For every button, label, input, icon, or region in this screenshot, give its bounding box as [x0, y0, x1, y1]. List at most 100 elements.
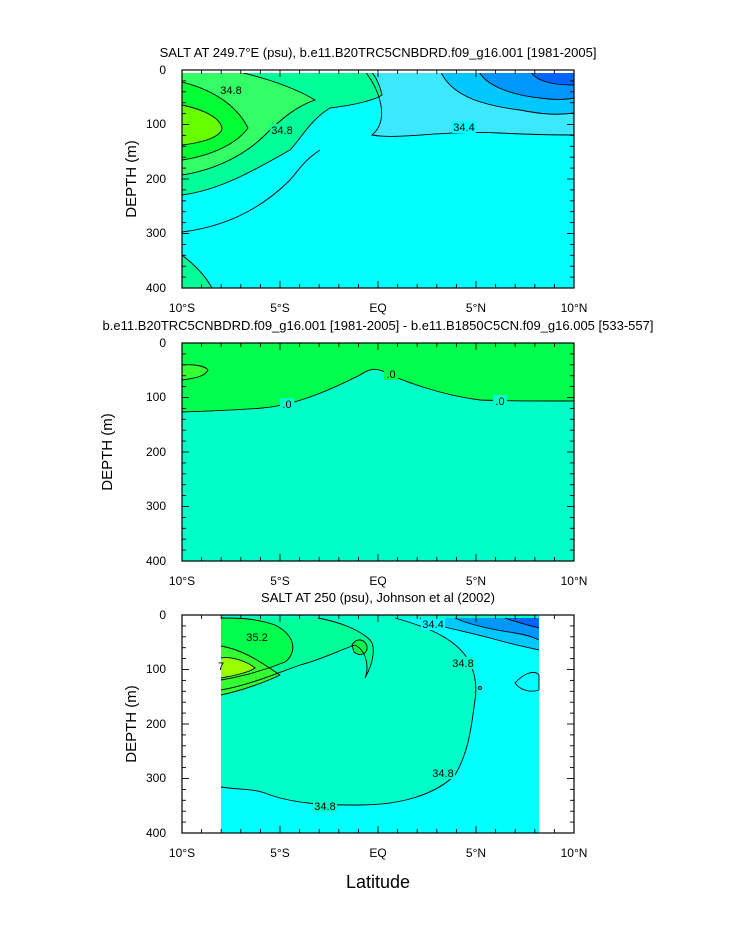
- panel-2: b.e11.B20TRC5CNBDRD.f09_g16.001 [1981-20…: [99, 318, 653, 588]
- panel-1-line-c: [182, 81, 249, 161]
- panel-3-contour-labels: 35.2 34.4 34.8 34.8 34.8 7: [218, 618, 475, 813]
- panel-1-ytick-0: 0: [159, 63, 166, 77]
- panel-1-tickmarks: [181, 69, 575, 289]
- panel-1-ylabel: DEPTH (m): [123, 140, 140, 218]
- panel-2-contours: .0 .0 .0: [182, 343, 574, 561]
- panel-1-clabel-3: 34.4: [453, 122, 474, 134]
- panel-3-y-ticks: 0 100 200 300 400: [146, 608, 166, 840]
- panel-1-line-b: [182, 70, 317, 176]
- panel-2-fill-peak: [182, 364, 208, 380]
- panel-1-fill-s-core: [182, 105, 222, 145]
- panel-3-fill-deep-fresh: [221, 700, 539, 833]
- panel-2-contour-lines: [182, 364, 574, 413]
- panel-3-line-d: [220, 657, 256, 679]
- panel-1-line-d: [182, 104, 223, 146]
- panel-3-tickmarks: [181, 614, 575, 834]
- panel-3-contours: 35.2 34.4 34.8 34.8 34.8 7: [218, 615, 540, 833]
- panel-1-ytick-2: 200: [146, 172, 166, 186]
- panel-2-line-zero: [182, 368, 574, 413]
- panel-2-ylabel: DEPTH (m): [99, 413, 116, 491]
- panel-3-xtick-4: 10°N: [561, 846, 588, 860]
- panel-1-line-j: [182, 149, 321, 233]
- panel-2-xtick-0: 10°S: [169, 574, 195, 588]
- panel-1-contours: 34.8 34.8 34.4: [182, 70, 574, 288]
- panel-1-xtick-4: 10°N: [561, 301, 588, 315]
- panel-2-x-ticks: 10°S 5°S EQ 5°N 10°N: [169, 574, 587, 588]
- panel-2-ytick-3: 300: [146, 499, 166, 513]
- panel-1-xtick-1: 5°S: [270, 301, 289, 315]
- panel-3-clabel-4: 34.8: [432, 768, 453, 780]
- panel-2-clabel-3: .0: [495, 396, 504, 408]
- panel-2-ytick-1: 100: [146, 390, 166, 404]
- panel-2-xtick-3: 5°N: [466, 574, 486, 588]
- panel-2-fill-positive: [182, 343, 574, 412]
- panel-3-line-a: [220, 617, 374, 691]
- panel-3-ytick-1: 100: [146, 662, 166, 676]
- panel-1-ytick-3: 300: [146, 226, 166, 240]
- panel-2-xtick-1: 5°S: [270, 574, 289, 588]
- panel-3-line-c: [220, 645, 281, 696]
- panel-3-line-j: [514, 671, 540, 692]
- panel-3-x-ticks: 10°S 5°S EQ 5°N 10°N: [169, 846, 587, 860]
- panel-2-ytick-2: 200: [146, 445, 166, 459]
- panel-1-xtick-0: 10°S: [169, 301, 195, 315]
- panel-3-ytick-3: 300: [146, 771, 166, 785]
- panel-3-clabel-3: 34.8: [452, 658, 473, 670]
- panel-3-line-i: [504, 617, 540, 629]
- panel-3-xtick-0: 10°S: [169, 846, 195, 860]
- panel-1-contour-labels: 34.8 34.8 34.4: [219, 84, 476, 137]
- panel-1-fill-n-336: [530, 70, 574, 85]
- panel-3-fill-n-340: [455, 618, 539, 640]
- panel-2-ytick-0: 0: [159, 336, 166, 350]
- panel-3-clabel-6: 7: [218, 661, 224, 673]
- panel-3-fill-s-core: [221, 657, 255, 678]
- panel-3-ytick-0: 0: [159, 608, 166, 622]
- panel-3-ytick-2: 200: [146, 717, 166, 731]
- panel-3-line-h: [454, 617, 540, 641]
- panel-1-x-ticks: 10°S 5°S EQ 5°N 10°N: [169, 301, 587, 315]
- panel-2-title: b.e11.B20TRC5CNBDRD.f09_g16.001 [1981-20…: [103, 318, 654, 333]
- panel-2-tickmarks: [181, 342, 575, 562]
- panel-3-title: SALT AT 250 (psu), Johnson et al (2002): [261, 590, 495, 605]
- panel-3-fill-s-blob: [352, 639, 368, 655]
- panel-3-fill-eddy: [515, 672, 539, 692]
- panel-1-xtick-2: EQ: [369, 301, 386, 315]
- panel-3-xtick-3: 5°N: [466, 846, 486, 860]
- panel-1-line-e: [363, 70, 574, 137]
- panel-3-clabel-1: 35.2: [246, 632, 267, 644]
- panel-2-ytick-4: 400: [146, 554, 166, 568]
- panel-1-line-i: [182, 254, 213, 288]
- panel-3-line-e: [351, 639, 368, 655]
- panel-2-line-peak: [182, 364, 209, 381]
- panel-1-xtick-3: 5°N: [466, 301, 486, 315]
- panel-3-line-dot: [478, 686, 482, 690]
- panel-1-line-f: [439, 70, 574, 115]
- panel-1: SALT AT 249.7°E (psu), b.e11.B20TRC5CNBD…: [123, 45, 596, 315]
- panel-3-clabel-2: 34.4: [422, 619, 443, 631]
- panel-1-clabel-1: 34.8: [220, 85, 241, 97]
- panel-1-line-a: [182, 70, 383, 196]
- panel-1-ytick-4: 400: [146, 281, 166, 295]
- panel-1-clabel-2: 34.8: [271, 125, 292, 137]
- panel-1-ytick-1: 100: [146, 117, 166, 131]
- panel-3-xtick-1: 5°S: [270, 846, 289, 860]
- panel-1-title: SALT AT 249.7°E (psu), b.e11.B20TRC5CNBD…: [160, 45, 597, 60]
- panel-3: SALT AT 250 (psu), Johnson et al (2002): [123, 590, 587, 860]
- panel-1-y-ticks: 0 100 200 300 400: [146, 63, 166, 295]
- panel-1-line-g: [477, 70, 574, 100]
- panel-2-xtick-4: 10°N: [561, 574, 588, 588]
- panel-3-ylabel: DEPTH (m): [123, 685, 140, 763]
- panel-2-contour-labels: .0 .0 .0: [280, 368, 507, 411]
- panel-3-line-b: [220, 617, 294, 681]
- panel-2-y-ticks: 0 100 200 300 400: [146, 336, 166, 568]
- panel-1-fill-s-deep-corner: [182, 255, 212, 288]
- x-axis-label: Latitude: [346, 872, 410, 892]
- panel-3-ytick-4: 400: [146, 826, 166, 840]
- panel-2-clabel-2: .0: [386, 369, 395, 381]
- panel-1-contour-lines: [182, 70, 574, 288]
- panel-3-xtick-2: EQ: [369, 846, 386, 860]
- panel-2-clabel-1: .0: [282, 399, 291, 411]
- panel-3-clabel-5: 34.8: [314, 801, 335, 813]
- panel-2-xtick-2: EQ: [369, 574, 386, 588]
